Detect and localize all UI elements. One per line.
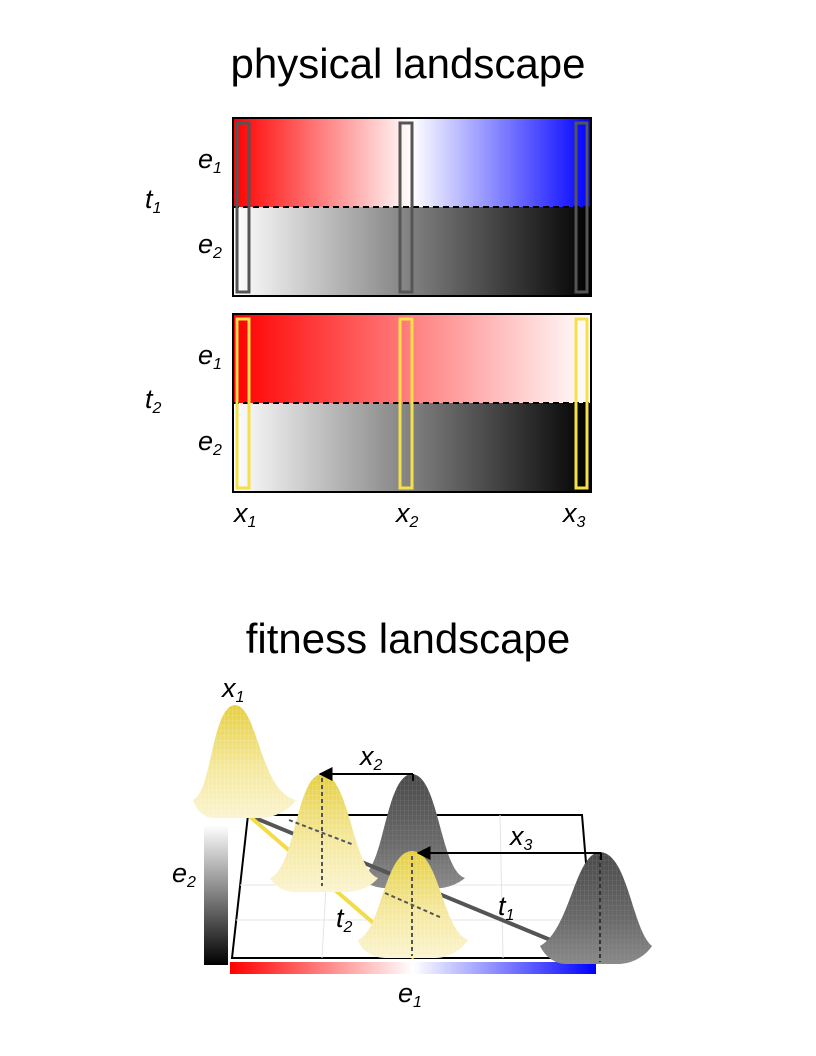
t2-label: t2 — [145, 384, 162, 417]
fitness-peak-x1 — [193, 705, 296, 818]
fitness-peak-x3-t2 — [358, 851, 468, 958]
arrow-label-x3: x3 — [508, 821, 533, 854]
fitness-landscape-title: fitness landscape — [245, 615, 571, 662]
physical-panel-t1 — [232, 117, 592, 297]
e2-label-t1: e2 — [198, 229, 222, 262]
e2-axis-gradient — [204, 825, 228, 965]
t1-label: t1 — [145, 184, 161, 217]
fitness-peak-x3-t1 — [540, 852, 652, 964]
location-label-x2: x2 — [394, 498, 419, 531]
e1-label-t2: e1 — [198, 340, 222, 373]
location-window-x3-t1 — [574, 121, 589, 294]
axis-label-e2: e2 — [172, 858, 196, 891]
location-window-x2-t2 — [398, 317, 414, 490]
location-label-x3: x3 — [561, 498, 586, 531]
axis-label-e1: e1 — [398, 978, 422, 1011]
location-window-x1-t2 — [235, 317, 251, 490]
panel-frame-t2 — [232, 313, 592, 493]
arrow-label-x2: x2 — [358, 741, 383, 774]
e1-axis-gradient — [230, 962, 596, 974]
location-window-x1-t1 — [235, 121, 251, 294]
fitness-peak-x2-t2 — [270, 774, 378, 892]
panel-frame-t1 — [232, 117, 592, 297]
trajectory-label-t2: t2 — [336, 903, 353, 936]
trajectory-label-t1: t1 — [498, 891, 514, 924]
physical-landscape-title: physical landscape — [230, 40, 586, 87]
e2-label-t2: e2 — [198, 426, 222, 459]
location-label-x1: x1 — [232, 498, 256, 531]
location-window-x3-t2 — [574, 317, 589, 490]
peak-label-x1: x1 — [220, 673, 244, 706]
e1-label-t1: e1 — [198, 144, 222, 177]
location-window-x2-t1 — [398, 121, 414, 294]
physical-panel-t2 — [232, 313, 592, 493]
fitness-peak-x2-t1 — [360, 774, 465, 888]
